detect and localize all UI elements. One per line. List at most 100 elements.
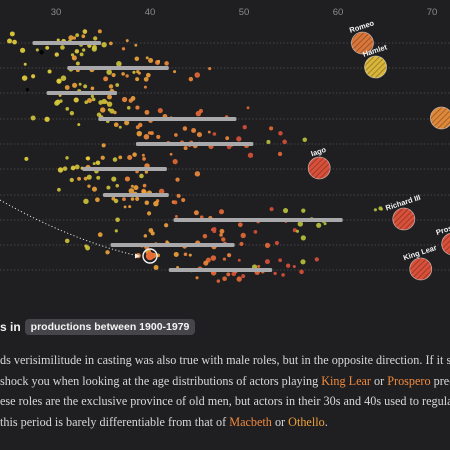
actor-age-dot (211, 226, 217, 232)
actor-age-dot (69, 111, 75, 116)
actor-age-dot (253, 230, 258, 234)
actor-age-dot (101, 143, 106, 148)
iqr-bar (67, 66, 169, 70)
actor-age-dot (115, 217, 120, 223)
highlight-point[interactable] (145, 251, 155, 261)
actor-age-dot (227, 253, 232, 258)
annotation-arrow (0, 199, 139, 257)
actor-age-dot (323, 222, 327, 226)
actor-age-dot (285, 263, 291, 268)
actor-age-dot (194, 72, 201, 78)
actor-age-dot (236, 136, 242, 142)
actor-age-dot (144, 170, 149, 174)
actor-age-dot (125, 39, 129, 43)
actor-age-dot (84, 244, 88, 248)
actor-age-dot (138, 122, 143, 128)
actor-age-dot (266, 139, 271, 144)
actor-age-dot (143, 85, 147, 89)
actor-age-dot (106, 101, 113, 107)
actor-age-dot (141, 153, 145, 157)
actor-age-dot (68, 35, 74, 41)
actor-age-dot (257, 264, 261, 268)
actor-age-dot (113, 122, 119, 128)
actor-age-dot (108, 84, 114, 89)
actor-age-dot (19, 47, 26, 53)
actor-age-dot (72, 82, 78, 88)
actor-age-dot (169, 152, 173, 156)
actor-age-dot (97, 29, 102, 34)
actor-age-dot (236, 276, 242, 282)
actor-age-dot (113, 198, 119, 204)
iqr-bar (135, 142, 254, 146)
actor-age-dot (269, 126, 274, 131)
actor-age-dot (135, 77, 140, 82)
iqr-bar (103, 193, 169, 197)
actor-age-dot (130, 197, 135, 201)
actor-age-dot (65, 156, 69, 160)
actor-age-dot (57, 79, 61, 83)
role-bubble-outline (307, 156, 331, 180)
actor-age-dot (172, 159, 178, 165)
actor-age-dot (114, 229, 118, 233)
actor-age-dot (44, 116, 50, 122)
actor-age-dot (96, 175, 101, 180)
actor-age-dot (183, 252, 188, 257)
actor-age-dot (183, 146, 188, 151)
actor-age-dot (39, 50, 44, 55)
actor-age-dot (277, 151, 283, 157)
actor-age-dot (134, 43, 138, 47)
text: or (271, 414, 289, 429)
actor-age-dot (83, 84, 88, 89)
actor-age-dot (196, 132, 203, 138)
actor-age-dot (57, 187, 61, 192)
period-selector-badge[interactable]: productions between 1900-1979 (24, 319, 196, 335)
actor-age-dot (142, 157, 146, 161)
actor-age-dot (380, 207, 383, 211)
actor-age-dot (132, 152, 137, 157)
actor-age-dot (128, 188, 135, 194)
actor-age-dot (237, 222, 243, 228)
actor-age-dot (314, 257, 319, 262)
actor-age-dot (373, 208, 377, 212)
actor-age-dot (225, 136, 230, 141)
actor-age-dot (93, 36, 98, 41)
actor-age-dot (106, 185, 111, 190)
iqr-bar (82, 167, 167, 171)
actor-age-dot (75, 33, 80, 38)
role-bubble-hatch (308, 157, 331, 179)
paragraph-line-3: ese roles are the exclusive province of … (0, 394, 450, 408)
actor-age-dot (295, 229, 300, 233)
actor-age-dot (121, 72, 125, 76)
role-bubble-outline (409, 257, 433, 281)
actor-age-dot (202, 233, 208, 239)
actor-age-dot (240, 232, 246, 239)
actor-age-dot (115, 183, 119, 188)
actor-age-dot (122, 197, 126, 202)
actor-age-dot (173, 251, 179, 257)
actor-age-dot (130, 96, 136, 101)
role-link-othello[interactable]: Othello (288, 414, 325, 429)
x-tick-label-60: 60 (333, 7, 344, 18)
actor-age-dot (221, 237, 226, 242)
actor-age-dot (153, 265, 159, 270)
actor-age-dot (132, 70, 136, 74)
actor-age-dot (59, 99, 63, 103)
actor-age-dot (45, 45, 50, 50)
actor-age-dot (54, 52, 59, 57)
role-link-prospero[interactable]: Prospero (387, 373, 431, 388)
role-bubble-hatch (430, 107, 450, 129)
actor-age-dot (95, 197, 100, 203)
role-link-macbeth[interactable]: Macbeth (229, 414, 272, 429)
actor-age-dot (216, 279, 221, 283)
actor-age-dot (103, 76, 109, 82)
actor-age-dot (212, 132, 217, 136)
actor-age-dot (157, 59, 161, 63)
role-bubble-outline (430, 106, 450, 130)
actor-age-dot (90, 86, 95, 91)
section-heading: s in productions between 1900-1979 (0, 318, 196, 336)
actor-age-dot (128, 205, 132, 209)
actor-age-dot (92, 162, 96, 166)
role-link-king-lear[interactable]: King Lear (321, 373, 371, 388)
actor-age-dot (135, 196, 140, 201)
